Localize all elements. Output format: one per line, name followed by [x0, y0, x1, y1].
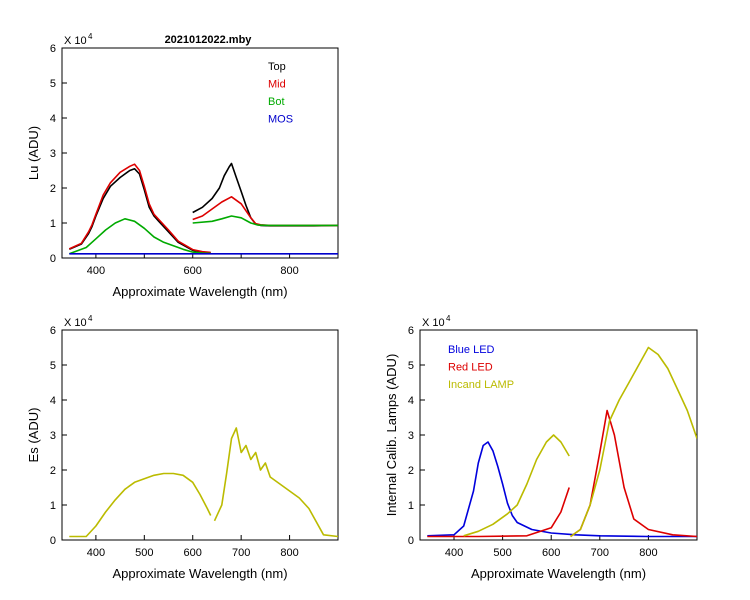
y-tick-label: 2 [50, 183, 56, 195]
series-group [427, 346, 697, 538]
y-tick-label: 2 [50, 465, 56, 477]
x-tick-label: 400 [87, 547, 105, 559]
x-tick-label: 700 [232, 547, 250, 559]
legend-entry-mid: Mid [268, 79, 286, 91]
x-tick-label: 400 [87, 265, 105, 277]
y-axis-label: Lu (ADU) [26, 126, 41, 180]
series-group [68, 162, 338, 255]
series-line-bot [192, 215, 338, 227]
x-tick-label: 800 [639, 547, 657, 559]
x-axis-label: Approximate Wavelength (nm) [112, 284, 287, 299]
y-tick-label: 0 [408, 535, 414, 547]
y-axis-label: Internal Calib. Lamps (ADU) [384, 354, 399, 517]
y-tick-label: 3 [408, 430, 414, 442]
x-tick-label: 600 [184, 547, 202, 559]
x-tick-label: 600 [184, 265, 202, 277]
y-exponent: 4 [446, 314, 451, 323]
series-line-es [69, 472, 212, 538]
y-tick-label: 5 [50, 78, 56, 90]
series-line-bot [69, 218, 211, 255]
series-group [69, 427, 338, 538]
y-tick-label: 4 [408, 395, 414, 407]
x-axis-label: Approximate Wavelength (nm) [471, 566, 646, 581]
x-tick-label: 800 [280, 547, 298, 559]
series-line-mid [68, 163, 211, 254]
y-tick-label: 1 [50, 218, 56, 230]
series-line-top [192, 162, 338, 227]
series-line-incand-lamp [570, 346, 697, 538]
series-line-incand-lamp [463, 434, 570, 537]
series-line-red-led [570, 409, 697, 538]
y-tick-label: 0 [50, 535, 56, 547]
y-tick-label: 6 [50, 43, 56, 55]
x-tick-label: 800 [280, 265, 298, 277]
legend-entry-incand-lamp: Incand LAMP [448, 379, 514, 391]
y-tick-label: 2 [408, 465, 414, 477]
x-tick-label: 500 [493, 547, 511, 559]
chart-title: 2021012022.mby [165, 34, 253, 46]
y-multiplier: X 10 [64, 317, 87, 329]
y-multiplier: X 10 [422, 317, 445, 329]
series-line-top [68, 168, 211, 254]
x-tick-label: 400 [445, 547, 463, 559]
y-tick-label: 0 [50, 253, 56, 265]
y-tick-label: 6 [50, 325, 56, 337]
y-multiplier: X 10 [64, 35, 87, 47]
series-line-es [213, 427, 338, 538]
legend-entry-blue-led: Blue LED [448, 344, 495, 356]
x-axis-label: Approximate Wavelength (nm) [112, 566, 287, 581]
series-line-red-led [427, 487, 570, 538]
y-tick-label: 6 [408, 325, 414, 337]
y-tick-label: 1 [408, 500, 414, 512]
legend-entry-bot: Bot [268, 96, 285, 108]
legend-entry-red-led: Red LED [448, 362, 493, 374]
y-axis-label: Es (ADU) [26, 408, 41, 463]
y-tick-label: 3 [50, 430, 56, 442]
y-tick-label: 1 [50, 500, 56, 512]
y-tick-label: 3 [50, 148, 56, 160]
series-line-blue-led [427, 441, 697, 538]
legend-entry-mos: MOS [268, 114, 293, 126]
legend-entry-top: Top [268, 61, 286, 73]
y-exponent: 4 [88, 32, 93, 41]
y-tick-label: 4 [50, 113, 56, 125]
y-tick-label: 5 [50, 360, 56, 372]
y-exponent: 4 [88, 314, 93, 323]
y-tick-label: 5 [408, 360, 414, 372]
x-tick-label: 700 [591, 547, 609, 559]
plot-frame [61, 329, 339, 541]
x-tick-label: 600 [542, 547, 560, 559]
x-tick-label: 500 [135, 547, 153, 559]
y-tick-label: 4 [50, 395, 56, 407]
